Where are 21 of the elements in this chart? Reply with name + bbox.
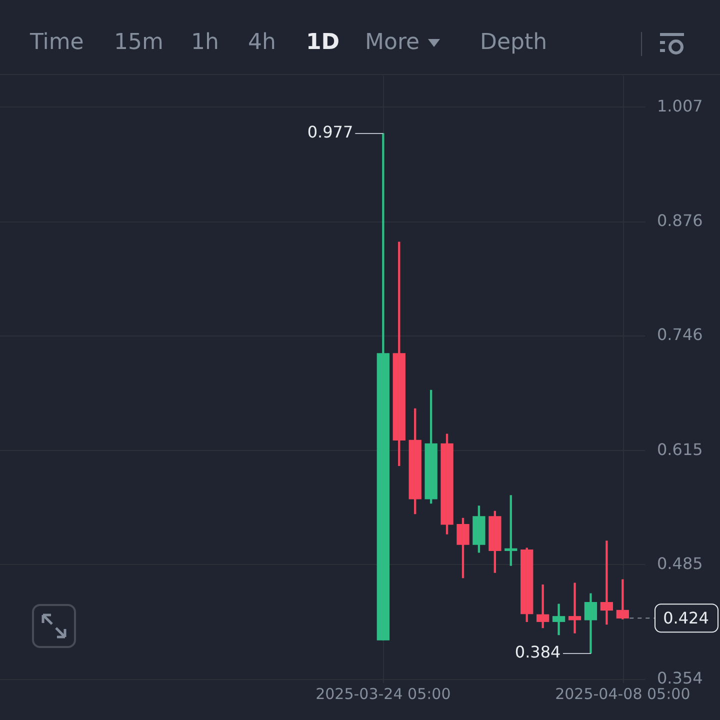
ref-line-label: 0.424 (663, 608, 709, 628)
text: Depth (480, 30, 548, 55)
y-tick-label: 1.007 (657, 96, 703, 116)
y-tick-label: 0.746 (657, 325, 703, 344)
candlestick (568, 582, 582, 634)
text: 1D (306, 30, 340, 55)
text: 15m (114, 30, 164, 55)
y-tick-label: 0.485 (657, 554, 703, 573)
candlestick (504, 495, 518, 566)
text: 1h (191, 30, 219, 55)
text: Time (30, 30, 84, 55)
candlestick (552, 604, 566, 636)
text: 4h (248, 30, 276, 55)
candlestick (600, 540, 614, 625)
x-tick-label: 2025-03-24 05:00 (316, 684, 451, 703)
candlestick (536, 584, 550, 628)
y-tick-label: 0.876 (657, 211, 703, 230)
text: More (365, 30, 420, 55)
y-tick-label: 0.615 (657, 440, 703, 459)
annotation: 0.977 (307, 122, 354, 142)
annotation: 0.384 (514, 642, 561, 662)
